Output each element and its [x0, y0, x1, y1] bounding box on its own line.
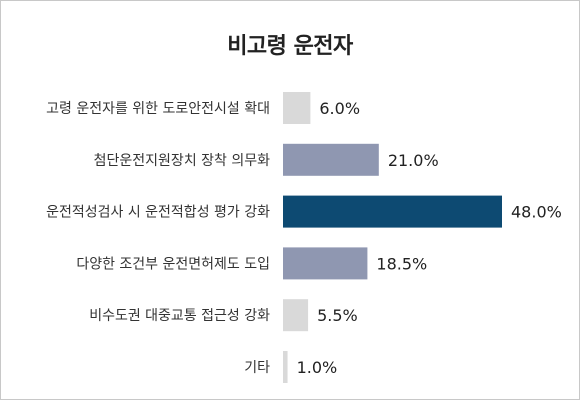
bar	[283, 247, 368, 280]
bar	[283, 92, 311, 124]
value-label: 1.0%	[297, 358, 338, 377]
bar	[283, 195, 502, 228]
bar	[283, 299, 309, 332]
category-label: 다양한 조건부 운전면허제도 도입	[76, 256, 270, 272]
value-label: 5.5%	[317, 306, 358, 325]
value-label: 6.0%	[319, 99, 360, 118]
value-label: 21.0%	[388, 151, 439, 170]
value-label: 18.5%	[376, 254, 427, 273]
bar	[283, 351, 288, 383]
bar	[283, 143, 379, 176]
category-label: 비수도권 대중교통 접근성 강화	[89, 308, 270, 324]
category-label: 운전적성검사 시 운전적합성 평가 강화	[46, 205, 270, 221]
chart-title: 비고령 운전자	[227, 34, 353, 59]
category-label: 기타	[244, 360, 270, 376]
category-label: 고령 운전자를 위한 도로안전시설 확대	[46, 101, 270, 117]
value-label: 48.0%	[511, 203, 562, 222]
category-label: 첨단운전지원장치 장착 의무화	[94, 153, 270, 169]
